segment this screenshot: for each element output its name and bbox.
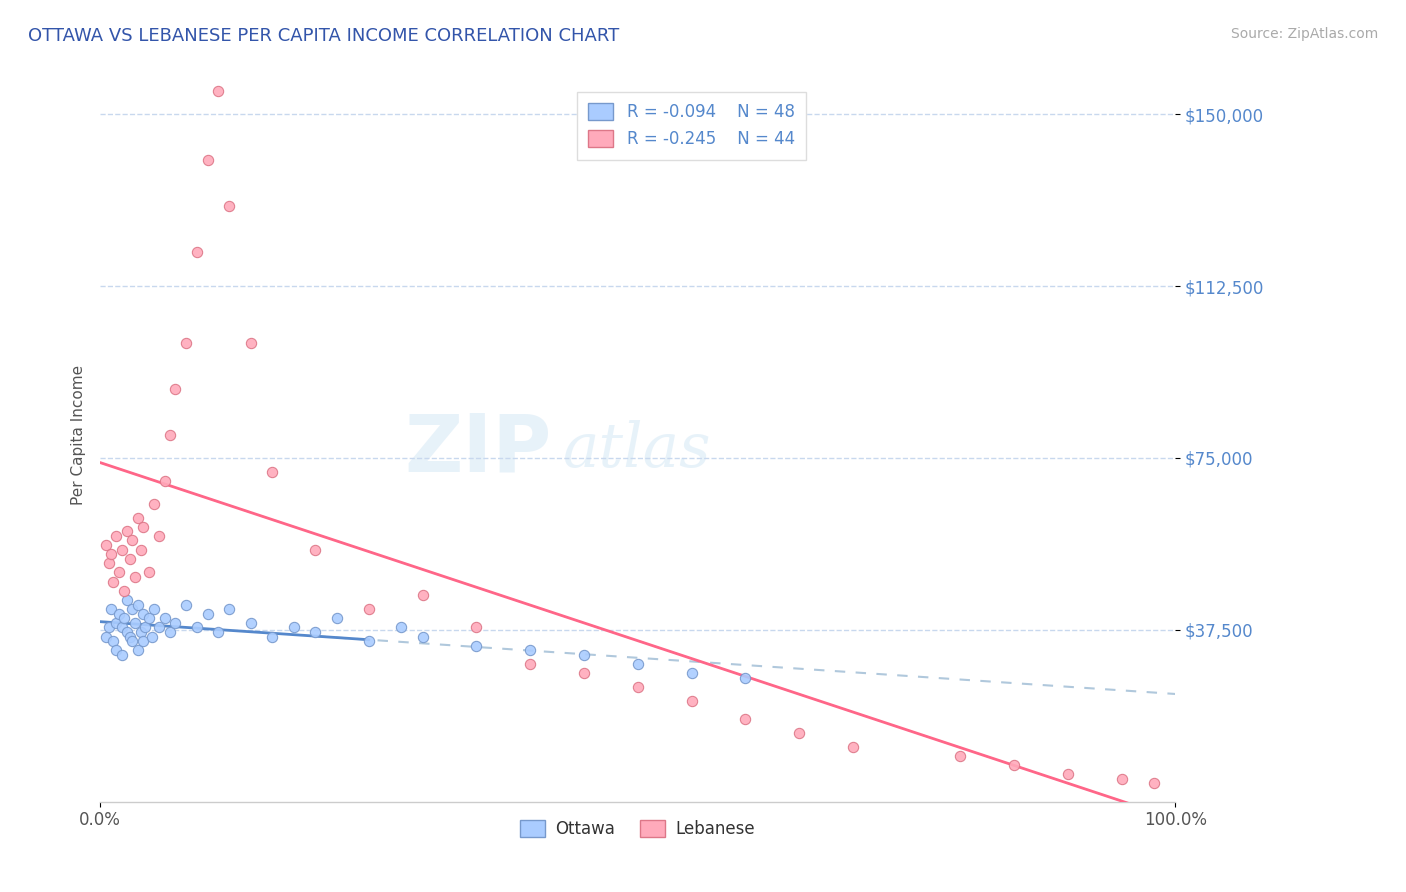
Point bbox=[105, 615, 128, 630]
Point bbox=[734, 712, 756, 726]
Point bbox=[1056, 767, 1078, 781]
Y-axis label: Per Capita Income: Per Capita Income bbox=[72, 365, 86, 505]
Point bbox=[94, 538, 117, 552]
Point bbox=[949, 748, 972, 763]
Point bbox=[681, 694, 703, 708]
Text: OTTAWA VS LEBANESE PER CAPITA INCOME CORRELATION CHART: OTTAWA VS LEBANESE PER CAPITA INCOME COR… bbox=[28, 27, 620, 45]
Point bbox=[304, 625, 326, 640]
Point bbox=[132, 519, 155, 533]
Point bbox=[197, 607, 219, 621]
Point bbox=[153, 611, 176, 625]
Point bbox=[120, 551, 142, 566]
Point bbox=[207, 625, 229, 640]
Point bbox=[148, 620, 170, 634]
Point bbox=[519, 657, 541, 672]
Point bbox=[1002, 758, 1025, 772]
Point bbox=[115, 593, 138, 607]
Text: Source: ZipAtlas.com: Source: ZipAtlas.com bbox=[1230, 27, 1378, 41]
Point bbox=[121, 634, 143, 648]
Point bbox=[141, 630, 163, 644]
Point bbox=[112, 583, 135, 598]
Point bbox=[111, 648, 134, 662]
Point bbox=[412, 588, 434, 602]
Point bbox=[129, 625, 152, 640]
Point bbox=[100, 602, 122, 616]
Point bbox=[120, 630, 142, 644]
Point bbox=[105, 643, 128, 657]
Point bbox=[108, 607, 131, 621]
Point bbox=[207, 84, 229, 98]
Point bbox=[97, 557, 120, 571]
Point bbox=[174, 598, 197, 612]
Point bbox=[412, 630, 434, 644]
Point bbox=[115, 625, 138, 640]
Point bbox=[734, 671, 756, 685]
Point bbox=[127, 643, 149, 657]
Point bbox=[129, 542, 152, 557]
Point bbox=[115, 524, 138, 539]
Point bbox=[842, 739, 865, 754]
Text: atlas: atlas bbox=[562, 420, 711, 480]
Point bbox=[186, 620, 208, 634]
Point bbox=[627, 680, 650, 694]
Point bbox=[148, 529, 170, 543]
Point bbox=[465, 639, 488, 653]
Point bbox=[101, 634, 124, 648]
Point bbox=[108, 566, 131, 580]
Point bbox=[389, 620, 412, 634]
Point bbox=[519, 643, 541, 657]
Point bbox=[357, 602, 380, 616]
Point bbox=[132, 607, 155, 621]
Point bbox=[186, 244, 208, 259]
Point bbox=[132, 634, 155, 648]
Point bbox=[138, 611, 160, 625]
Point bbox=[111, 542, 134, 557]
Point bbox=[262, 630, 284, 644]
Point bbox=[124, 570, 146, 584]
Point bbox=[159, 428, 181, 442]
Point bbox=[465, 620, 488, 634]
Point bbox=[165, 382, 187, 396]
Point bbox=[97, 620, 120, 634]
Point bbox=[218, 602, 240, 616]
Point bbox=[572, 648, 595, 662]
Point bbox=[304, 542, 326, 557]
Point bbox=[239, 336, 262, 351]
Text: ZIP: ZIP bbox=[405, 410, 551, 489]
Point bbox=[94, 630, 117, 644]
Point bbox=[142, 602, 165, 616]
Point bbox=[218, 199, 240, 213]
Point bbox=[105, 529, 128, 543]
Point bbox=[111, 620, 134, 634]
Point bbox=[159, 625, 181, 640]
Point bbox=[101, 574, 124, 589]
Legend: Ottawa, Lebanese: Ottawa, Lebanese bbox=[513, 813, 762, 845]
Point bbox=[239, 615, 262, 630]
Point bbox=[283, 620, 305, 634]
Point bbox=[121, 533, 143, 548]
Point bbox=[262, 465, 284, 479]
Point bbox=[174, 336, 197, 351]
Point bbox=[138, 566, 160, 580]
Point bbox=[572, 666, 595, 681]
Point bbox=[627, 657, 650, 672]
Point bbox=[1143, 776, 1166, 790]
Point bbox=[127, 598, 149, 612]
Point bbox=[1111, 772, 1133, 786]
Point bbox=[681, 666, 703, 681]
Point bbox=[153, 474, 176, 488]
Point bbox=[197, 153, 219, 168]
Point bbox=[121, 602, 143, 616]
Point bbox=[357, 634, 380, 648]
Point bbox=[165, 615, 187, 630]
Point bbox=[127, 510, 149, 524]
Point bbox=[787, 726, 810, 740]
Point bbox=[325, 611, 347, 625]
Point bbox=[142, 497, 165, 511]
Point bbox=[124, 615, 146, 630]
Point bbox=[112, 611, 135, 625]
Point bbox=[134, 620, 156, 634]
Point bbox=[100, 547, 122, 561]
